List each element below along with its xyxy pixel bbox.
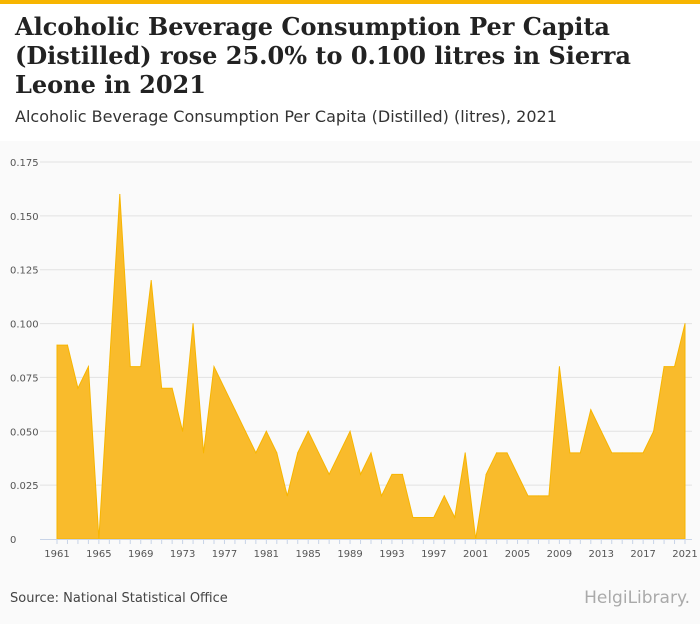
helgi-library-logo: HelgiLibrary. xyxy=(584,588,690,608)
data-point xyxy=(496,452,498,454)
y-tick-label: 0.150 xyxy=(10,212,39,223)
x-tick-label: 1989 xyxy=(337,549,362,560)
x-tick-label: 2013 xyxy=(589,549,614,560)
data-point xyxy=(517,473,519,475)
y-tick-label: 0.050 xyxy=(10,427,39,438)
data-point xyxy=(391,473,393,475)
y-tick-label: 0.175 xyxy=(10,158,39,169)
data-point xyxy=(349,430,351,432)
data-point xyxy=(443,495,445,497)
data-point xyxy=(653,430,655,432)
source-note: Source: National Statistical Office xyxy=(10,591,228,606)
x-tick-label: 1977 xyxy=(212,549,237,560)
data-point xyxy=(433,516,435,518)
data-point xyxy=(370,452,372,454)
data-point xyxy=(129,366,131,368)
data-point xyxy=(297,452,299,454)
data-point xyxy=(56,344,58,346)
data-point xyxy=(150,279,152,281)
page-title: Alcoholic Beverage Consumption Per Capit… xyxy=(15,12,631,99)
data-point xyxy=(464,452,466,454)
x-tick-label: 1981 xyxy=(254,549,279,560)
data-point xyxy=(328,473,330,475)
y-tick-label: 0.075 xyxy=(10,373,39,384)
data-point xyxy=(674,366,676,368)
data-point xyxy=(579,452,581,454)
data-point xyxy=(234,409,236,411)
data-point xyxy=(558,366,560,368)
data-point xyxy=(265,430,267,432)
data-point xyxy=(454,516,456,518)
data-point xyxy=(171,387,173,389)
area-series xyxy=(56,194,686,540)
y-tick-label: 0 xyxy=(10,535,16,546)
chart-subtitle: Alcoholic Beverage Consumption Per Capit… xyxy=(15,107,557,126)
x-tick-label: 1973 xyxy=(170,549,195,560)
data-point xyxy=(318,452,320,454)
data-point xyxy=(339,452,341,454)
data-point xyxy=(203,452,205,454)
data-point xyxy=(77,387,79,389)
x-tick-label: 2005 xyxy=(505,549,530,560)
data-point xyxy=(611,452,613,454)
data-point xyxy=(87,366,89,368)
data-point xyxy=(213,366,215,368)
data-point xyxy=(223,387,225,389)
data-point xyxy=(642,452,644,454)
data-point xyxy=(412,516,414,518)
data-point xyxy=(140,366,142,368)
data-point xyxy=(380,495,382,497)
data-point xyxy=(119,193,121,195)
x-tick-label: 1965 xyxy=(86,549,111,560)
data-point xyxy=(621,452,623,454)
x-tick-label: 2001 xyxy=(463,549,488,560)
data-point xyxy=(537,495,539,497)
x-tick-label: 1969 xyxy=(128,549,153,560)
x-tick-label: 1985 xyxy=(295,549,320,560)
data-point xyxy=(506,452,508,454)
y-tick-label: 0.025 xyxy=(10,481,39,492)
data-point xyxy=(255,452,257,454)
data-point xyxy=(244,430,246,432)
data-point xyxy=(569,452,571,454)
data-point xyxy=(527,495,529,497)
data-point xyxy=(422,516,424,518)
x-tick-label: 1997 xyxy=(421,549,446,560)
top-accent-bar xyxy=(0,0,700,4)
x-tick-label: 2017 xyxy=(630,549,655,560)
data-point xyxy=(485,473,487,475)
data-point xyxy=(182,430,184,432)
data-point xyxy=(632,452,634,454)
data-point xyxy=(401,473,403,475)
data-point xyxy=(360,473,362,475)
data-point xyxy=(286,495,288,497)
x-tick-label: 2009 xyxy=(547,549,572,560)
data-point xyxy=(600,430,602,432)
y-tick-label: 0.100 xyxy=(10,320,39,331)
x-tick-label: 2021 xyxy=(672,549,697,560)
data-point xyxy=(66,344,68,346)
data-point xyxy=(276,452,278,454)
data-point xyxy=(108,366,110,368)
data-point xyxy=(590,409,592,411)
data-point xyxy=(548,495,550,497)
y-tick-label: 0.125 xyxy=(10,266,39,277)
data-point xyxy=(192,323,194,325)
data-point xyxy=(684,323,686,325)
x-tick-label: 1993 xyxy=(379,549,404,560)
data-point xyxy=(161,387,163,389)
data-point xyxy=(307,430,309,432)
x-tick-label: 1961 xyxy=(44,549,69,560)
data-point xyxy=(663,366,665,368)
